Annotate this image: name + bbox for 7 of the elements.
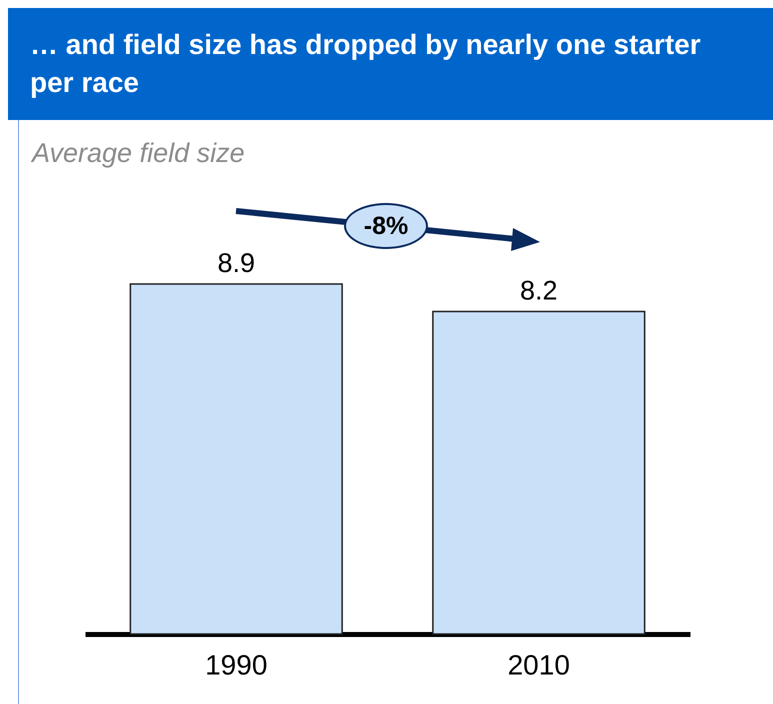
text: -8% [344,203,428,249]
data-label: 8.2 [520,276,558,306]
chart-title: … and field size has dropped by nearly one starter per race [8,8,773,120]
chart-subtitle: Average field size [32,138,245,169]
x-tick-label: 1990 [205,650,268,680]
data-label: 8.9 [217,248,256,278]
x-tick-label: 2010 [508,650,570,680]
